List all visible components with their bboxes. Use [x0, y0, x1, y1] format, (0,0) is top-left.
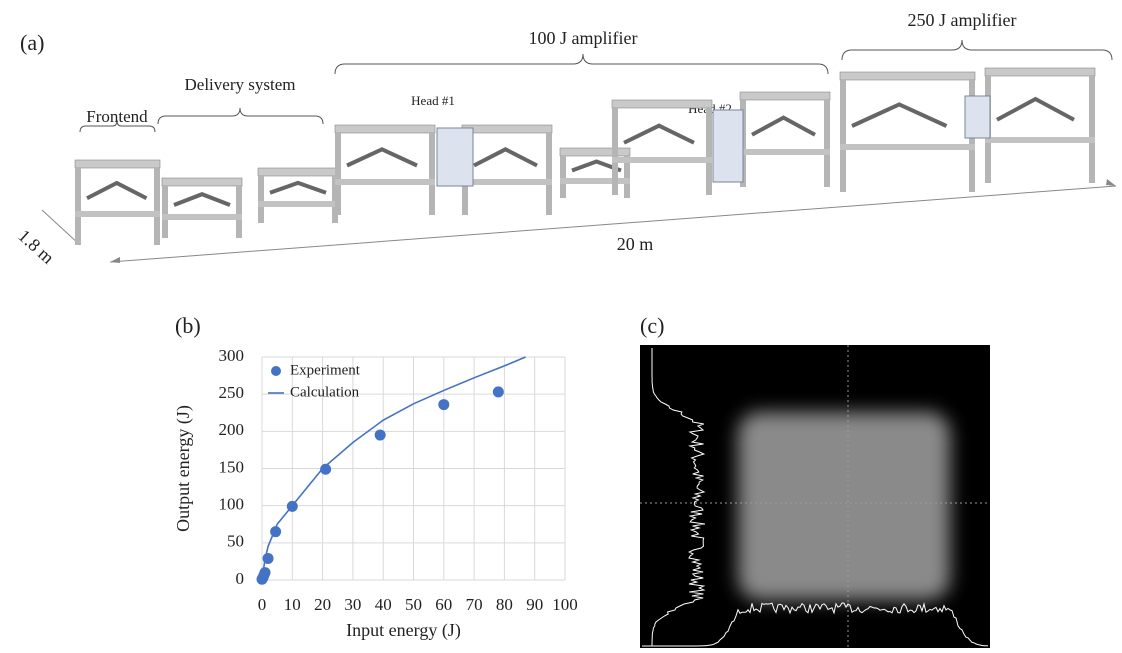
- horizontal-profile: [642, 602, 989, 647]
- table-top: [334, 124, 436, 134]
- legend-label: Experiment: [290, 362, 361, 378]
- x-tick-label: 40: [375, 595, 392, 614]
- x-tick-label: 70: [466, 595, 483, 614]
- optics: [623, 123, 695, 145]
- y-tick-label: 300: [219, 346, 245, 365]
- x-tick-label: 10: [284, 595, 301, 614]
- y-tick-label: 250: [219, 383, 245, 402]
- amplifier-head: [964, 95, 991, 139]
- table-shelf: [258, 201, 338, 207]
- table-shelf: [612, 157, 712, 163]
- legend-swatch: [271, 366, 281, 376]
- table-shelf: [75, 211, 160, 217]
- table-leg: [258, 176, 264, 223]
- amplifier-head: [712, 109, 744, 183]
- x-tick-label: 80: [496, 595, 513, 614]
- x-tick-label: 30: [344, 595, 361, 614]
- data-point: [259, 567, 271, 579]
- y-tick-label: 50: [227, 532, 244, 551]
- table-leg: [1089, 76, 1095, 183]
- table-shelf: [335, 179, 435, 185]
- table-top: [739, 91, 831, 101]
- table-leg: [824, 100, 830, 187]
- table-top: [257, 167, 339, 177]
- label: 1.8 m: [14, 225, 58, 267]
- table-top: [161, 177, 243, 187]
- optics: [346, 147, 418, 168]
- table-shelf: [560, 178, 630, 184]
- table-top: [559, 147, 631, 157]
- y-tick-label: 200: [219, 420, 245, 439]
- y-tick-label: 150: [219, 457, 245, 476]
- data-line: [261, 356, 526, 581]
- width-arrow: [41, 209, 81, 246]
- table-leg: [840, 80, 846, 192]
- optics: [851, 102, 948, 128]
- beam-spot: [738, 412, 950, 600]
- data-point: [320, 463, 332, 475]
- panel-label: (a): [20, 30, 44, 55]
- table-leg: [236, 186, 242, 238]
- table-top: [611, 99, 713, 109]
- optics: [996, 96, 1075, 122]
- table-leg: [335, 133, 341, 215]
- panel-label: (b): [175, 313, 201, 338]
- table-leg: [612, 108, 618, 195]
- brace: [79, 119, 156, 133]
- table-shelf: [162, 214, 242, 220]
- label: 250 J amplifier: [908, 10, 1017, 30]
- x-tick-label: 100: [552, 595, 578, 614]
- panel-label: (c): [640, 313, 664, 338]
- table-leg: [560, 156, 566, 198]
- table-leg: [546, 133, 552, 215]
- chart: (b) 0 50 100 150 200 250 300 0 10 20 30 40 50 60 70 80 9…: [173, 313, 578, 641]
- x-tick-label: 50: [405, 595, 422, 614]
- x-tick-label: 20: [314, 595, 331, 614]
- vertical-profile: [651, 348, 706, 646]
- label: Delivery system: [185, 75, 296, 94]
- table-shelf: [462, 179, 552, 185]
- x-tick-label: 0: [258, 595, 267, 614]
- table-leg: [706, 108, 712, 195]
- table-shelf: [740, 149, 830, 155]
- table-shelf: [985, 137, 1095, 143]
- length-arrow: [109, 185, 1117, 263]
- x-tick-label: 90: [526, 595, 543, 614]
- table-leg: [624, 156, 630, 198]
- label: Frontend: [86, 107, 148, 126]
- x-tick-label: 60: [435, 595, 452, 614]
- brace: [841, 39, 1113, 61]
- table-top: [74, 159, 161, 169]
- data-point: [438, 399, 450, 411]
- data-point: [492, 386, 504, 398]
- brace: [334, 53, 829, 75]
- x-axis-label: Input energy (J): [346, 620, 461, 641]
- legend-label: Calculation: [290, 384, 360, 400]
- optics: [269, 180, 327, 195]
- y-tick-label: 100: [219, 495, 245, 514]
- amplifier-head: [436, 127, 474, 187]
- table-shelf: [840, 144, 975, 150]
- table-leg: [75, 168, 81, 245]
- y-tick-label: 0: [236, 569, 245, 588]
- beam-profile: (c): [640, 313, 990, 648]
- optics: [86, 180, 148, 201]
- table-top: [461, 124, 553, 134]
- table-top: [839, 71, 976, 81]
- table-top: [984, 67, 1096, 77]
- label: 20 m: [617, 234, 654, 254]
- schematic: (a) Frontend Delivery system 100 J ampli…: [14, 10, 1117, 268]
- data-point: [374, 429, 386, 441]
- table-leg: [429, 133, 435, 215]
- table-leg: [162, 186, 168, 238]
- label: 100 J amplifier: [529, 28, 638, 48]
- optics: [473, 147, 538, 168]
- table-leg: [154, 168, 160, 245]
- optics: [173, 192, 231, 207]
- brace: [157, 107, 324, 125]
- label: Head #1: [411, 93, 455, 108]
- y-axis-label: Output energy (J): [173, 405, 194, 532]
- optics: [751, 115, 816, 137]
